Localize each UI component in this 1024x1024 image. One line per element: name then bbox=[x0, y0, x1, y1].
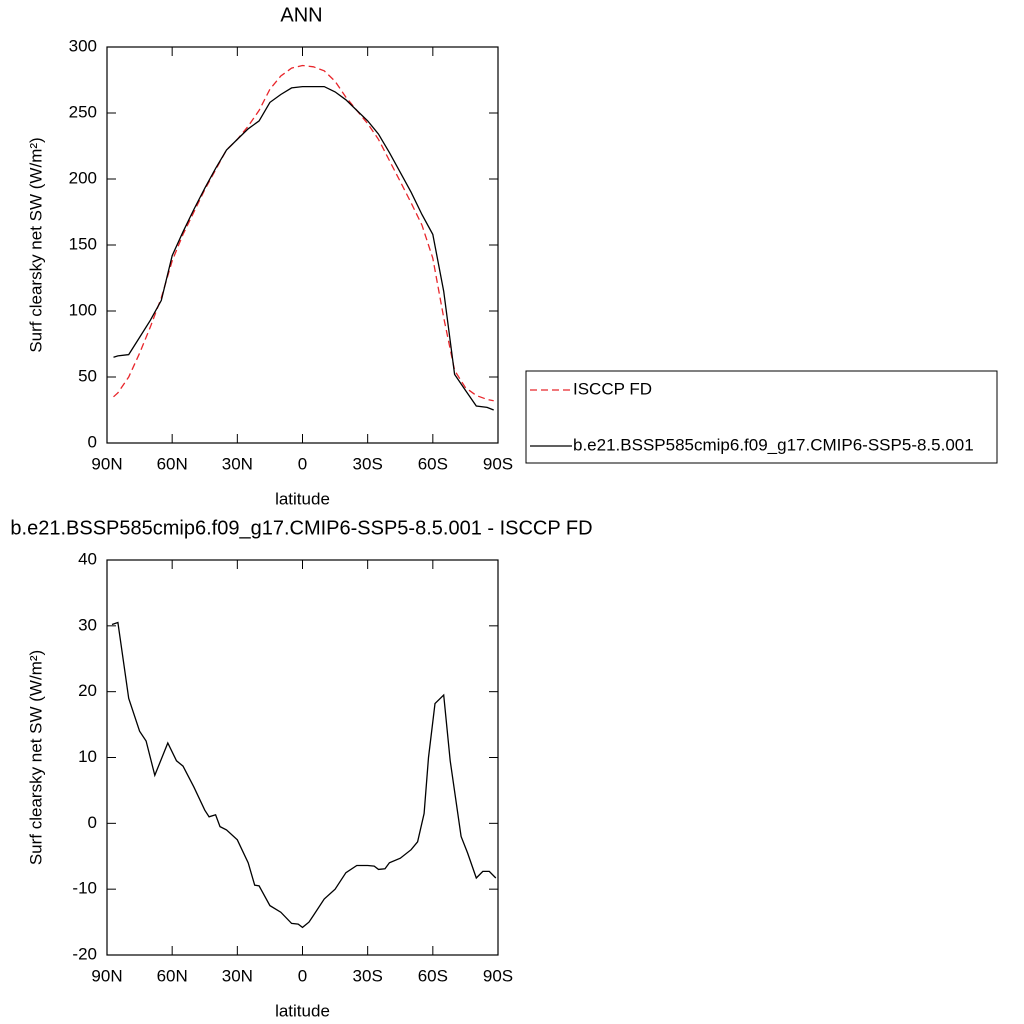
x-tick-label: 60N bbox=[157, 966, 188, 985]
x-tick-label: 90S bbox=[483, 966, 513, 985]
legend-label: b.e21.BSSP585cmip6.f09_g17.CMIP6-SSP5-8.… bbox=[573, 435, 974, 454]
y-tick-label: 100 bbox=[69, 300, 97, 319]
x-tick-label: 30S bbox=[353, 966, 383, 985]
data-line bbox=[113, 85, 494, 411]
x-tick-label: 90N bbox=[91, 966, 122, 985]
y-tick-label: 0 bbox=[88, 432, 97, 451]
x-tick-label: 60S bbox=[418, 966, 448, 985]
x-axis-label: latitude bbox=[275, 489, 330, 508]
y-axis-label: Surf clearsky net SW (W/m²) bbox=[26, 650, 45, 865]
x-axis-label: latitude bbox=[275, 1001, 330, 1020]
y-tick-label: 0 bbox=[88, 813, 97, 832]
legend-label: ISCCP FD bbox=[573, 379, 652, 398]
plot-frame bbox=[106, 559, 499, 956]
y-axis-label: Surf clearsky net SW (W/m²) bbox=[26, 137, 45, 352]
x-tick-label: 30N bbox=[222, 454, 253, 473]
x-tick-label: 0 bbox=[298, 966, 307, 985]
x-tick-label: 60N bbox=[157, 454, 188, 473]
chart-title: b.e21.BSSP585cmip6.f09_g17.CMIP6-SSP5-8.… bbox=[10, 517, 592, 539]
y-tick-label: 10 bbox=[78, 747, 97, 766]
x-tick-label: 90N bbox=[91, 454, 122, 473]
x-tick-label: 60S bbox=[418, 454, 448, 473]
chart-title: ANN bbox=[280, 4, 322, 26]
data-line bbox=[113, 64, 494, 402]
y-tick-label: 300 bbox=[69, 36, 97, 55]
x-tick-label: 30S bbox=[353, 454, 383, 473]
plot-frame bbox=[106, 46, 499, 444]
x-tick-label: 30N bbox=[222, 966, 253, 985]
x-tick-label: 0 bbox=[298, 454, 307, 473]
y-tick-label: 20 bbox=[78, 681, 97, 700]
y-tick-label: 150 bbox=[69, 234, 97, 253]
y-tick-label: -20 bbox=[72, 944, 97, 963]
legend-box bbox=[525, 370, 998, 464]
y-tick-label: 40 bbox=[78, 549, 97, 568]
y-tick-label: -10 bbox=[72, 879, 97, 898]
x-tick-label: 90S bbox=[483, 454, 513, 473]
y-tick-label: 50 bbox=[78, 366, 97, 385]
y-tick-label: 30 bbox=[78, 615, 97, 634]
y-tick-label: 200 bbox=[69, 168, 97, 187]
y-tick-label: 250 bbox=[69, 102, 97, 121]
data-line bbox=[111, 621, 497, 929]
